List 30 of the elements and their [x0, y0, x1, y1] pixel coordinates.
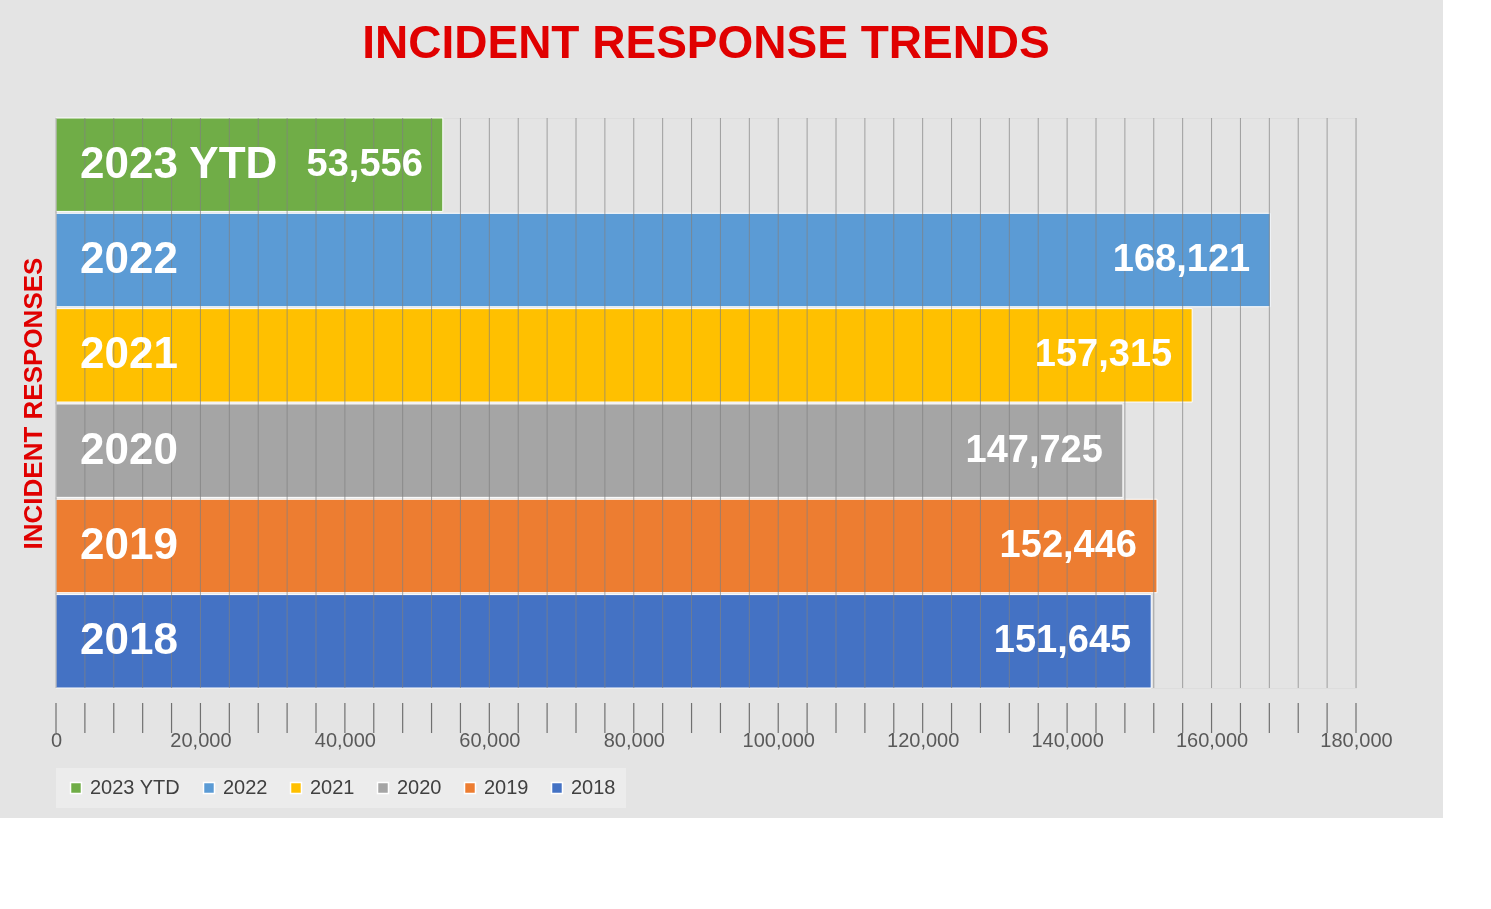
text: 2022: [80, 233, 178, 283]
x-tick-label: 100,000: [742, 728, 815, 751]
x-tick-label: 40,000: [314, 728, 376, 751]
text: 2018: [80, 614, 178, 664]
x-tick-label: 0: [50, 728, 63, 751]
chart-title: INCIDENT RESPONSE TRENDS: [362, 15, 1050, 68]
text: 2019: [80, 518, 178, 568]
text: 2021: [80, 328, 178, 378]
text: 2020: [80, 423, 178, 473]
legend-label: 2022: [223, 776, 268, 798]
text: 2023 YTD: [80, 137, 278, 187]
x-tick-label: 160,000: [1175, 728, 1249, 751]
data-label: 151,645: [993, 618, 1132, 661]
x-tick-label: 140,000: [1031, 728, 1104, 751]
data-label: 157,315: [1034, 332, 1173, 375]
legend-label: 2021: [310, 776, 355, 798]
data-label: 152,446: [999, 522, 1137, 565]
y-axis-title: INCIDENT RESPONSES: [17, 257, 48, 550]
data-label: 53,556: [306, 141, 423, 184]
x-tick-label: 60,000: [459, 728, 521, 751]
x-tick-label: 80,000: [603, 728, 665, 751]
data-label: 168,121: [1112, 237, 1251, 280]
legend-label: 2018: [571, 776, 616, 798]
legend-label: 2023 YTD: [90, 776, 180, 798]
legend-label: 2020: [397, 776, 442, 798]
legend-label: 2019: [484, 776, 529, 798]
data-label: 147,725: [965, 427, 1103, 470]
x-tick-label: 20,000: [170, 728, 232, 751]
x-tick-label: 180,000: [1320, 728, 1393, 751]
x-tick-label: 120,000: [887, 728, 960, 751]
